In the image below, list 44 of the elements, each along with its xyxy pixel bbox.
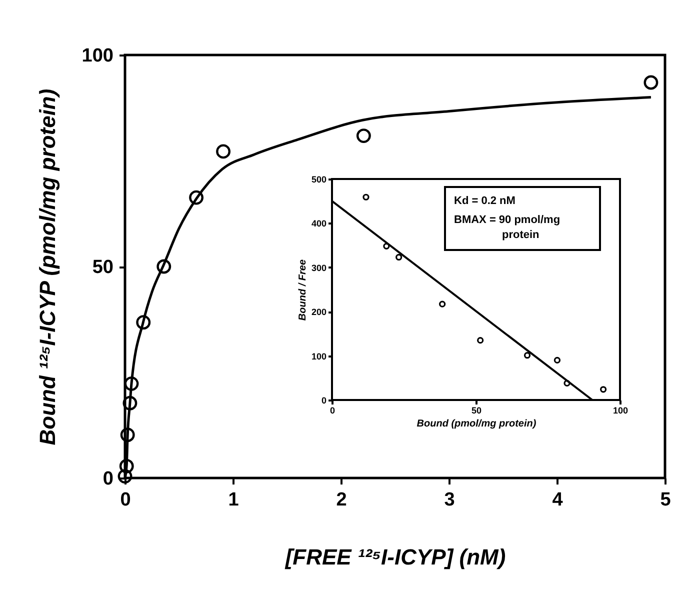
y-tick-label: 0: [321, 396, 326, 406]
y-tick-label: 50: [92, 257, 114, 278]
x-tick-label: 0: [330, 406, 336, 416]
x-tick-label: 3: [444, 490, 455, 510]
y-tick-label: 200: [311, 307, 326, 318]
point: [439, 300, 446, 308]
x-tick-label: 1: [228, 490, 240, 510]
y-tick-label: 400: [311, 218, 326, 229]
y-axis-title: Bound / Free: [297, 259, 308, 321]
point: [524, 352, 531, 359]
x-tick-label: 5: [660, 490, 672, 510]
point: [156, 259, 172, 274]
point: [554, 356, 561, 364]
x-tick-label: 2: [336, 490, 347, 510]
point: [189, 190, 204, 205]
point: [124, 376, 139, 391]
point: [216, 144, 231, 159]
point: [122, 396, 138, 410]
point: [119, 458, 134, 474]
y-tick-label: 0: [102, 468, 114, 490]
point: [396, 254, 402, 261]
point: [362, 194, 370, 200]
point: [136, 315, 151, 330]
x-axis-title: [FREE ¹²⁵I-ICYP] (nM): [284, 544, 506, 570]
x-tick-label: 100: [612, 406, 628, 416]
x-tick-label: 4: [552, 490, 564, 510]
point: [564, 380, 570, 386]
point: [118, 469, 132, 484]
y-tick-label: 300: [311, 262, 326, 273]
x-tick-label: 0: [120, 490, 131, 510]
annotation: Kd = 0.2 nM: [454, 195, 516, 207]
annotation: BMAX = 90 pmol/mg protein: [454, 214, 560, 241]
x-tick-label: 50: [471, 406, 482, 416]
y-tick-label: 100: [82, 46, 114, 66]
point: [383, 242, 390, 250]
y-tick-label: 100: [311, 351, 326, 362]
y-axis-title: Bound ¹²⁵I-ICYP (pmol/mg protein): [34, 88, 60, 446]
point: [356, 128, 371, 144]
x-axis-title: Bound (pmol/mg protein): [416, 418, 537, 430]
point: [120, 428, 135, 442]
y-tick-label: 500: [311, 174, 326, 184]
point: [644, 75, 658, 90]
point: [477, 337, 484, 344]
point: [600, 386, 607, 393]
